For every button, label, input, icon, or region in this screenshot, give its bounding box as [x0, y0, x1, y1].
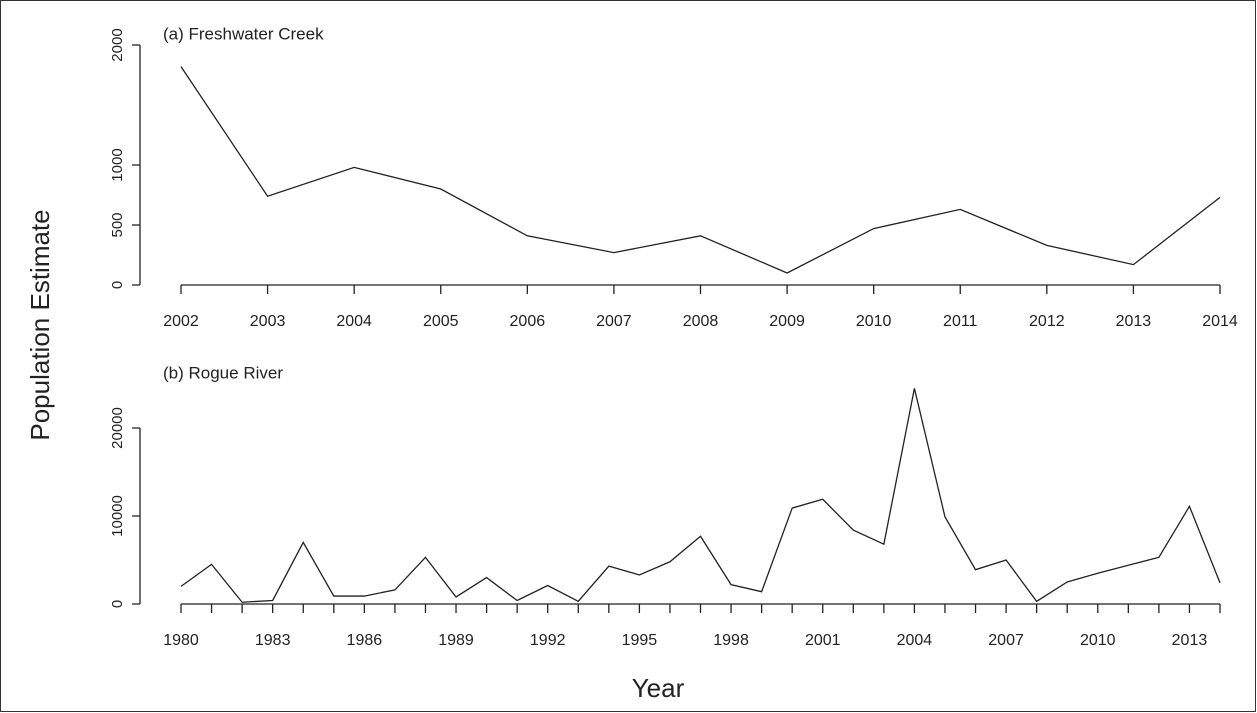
x-tick-label: 2004: [336, 313, 372, 330]
panel-title: (b) Rogue River: [163, 363, 283, 382]
y-tick-label: 10000: [109, 495, 126, 537]
x-tick-label: 2002: [163, 313, 199, 330]
x-tick-label: 1980: [163, 632, 199, 649]
y-tick-label: 2000: [109, 28, 126, 61]
y-tick-label: 0: [109, 281, 126, 289]
x-tick-label: 2001: [805, 632, 841, 649]
series-line: [180, 388, 1221, 603]
x-tick-label: 1998: [713, 632, 749, 649]
x-tick-label: 2005: [423, 313, 459, 330]
x-tick-label: 2013: [1116, 313, 1152, 330]
x-tick-label: 2007: [988, 632, 1024, 649]
y-tick-label: 0: [109, 600, 126, 608]
x-tick-label: 2010: [856, 313, 892, 330]
x-tick-label: 2007: [596, 313, 632, 330]
x-tick-label: 2008: [683, 313, 719, 330]
y-tick-label: 1000: [109, 148, 126, 181]
x-tick-label: 2009: [769, 313, 805, 330]
x-tick-label: 2003: [250, 313, 286, 330]
x-tick-label: 1983: [255, 632, 291, 649]
x-tick-label: 2013: [1172, 632, 1208, 649]
x-tick-label: 1986: [347, 632, 383, 649]
x-tick-label: 2010: [1080, 632, 1116, 649]
x-tick-label: 2011: [943, 313, 978, 330]
x-axis-label: Year: [632, 673, 685, 703]
x-tick-label: 2014: [1202, 313, 1238, 330]
x-tick-label: 1989: [438, 632, 474, 649]
x-tick-label: 2004: [897, 632, 933, 649]
panel-title: (a) Freshwater Creek: [163, 24, 324, 43]
x-tick-label: 1995: [622, 632, 658, 649]
y-axis-label: Population Estimate: [25, 209, 55, 440]
series-line: [180, 66, 1221, 274]
x-tick-label: 2012: [1029, 313, 1065, 330]
y-tick-label: 500: [109, 212, 126, 237]
y-tick-label: 20000: [109, 407, 126, 449]
x-tick-label: 2006: [510, 313, 546, 330]
x-tick-label: 1992: [530, 632, 566, 649]
